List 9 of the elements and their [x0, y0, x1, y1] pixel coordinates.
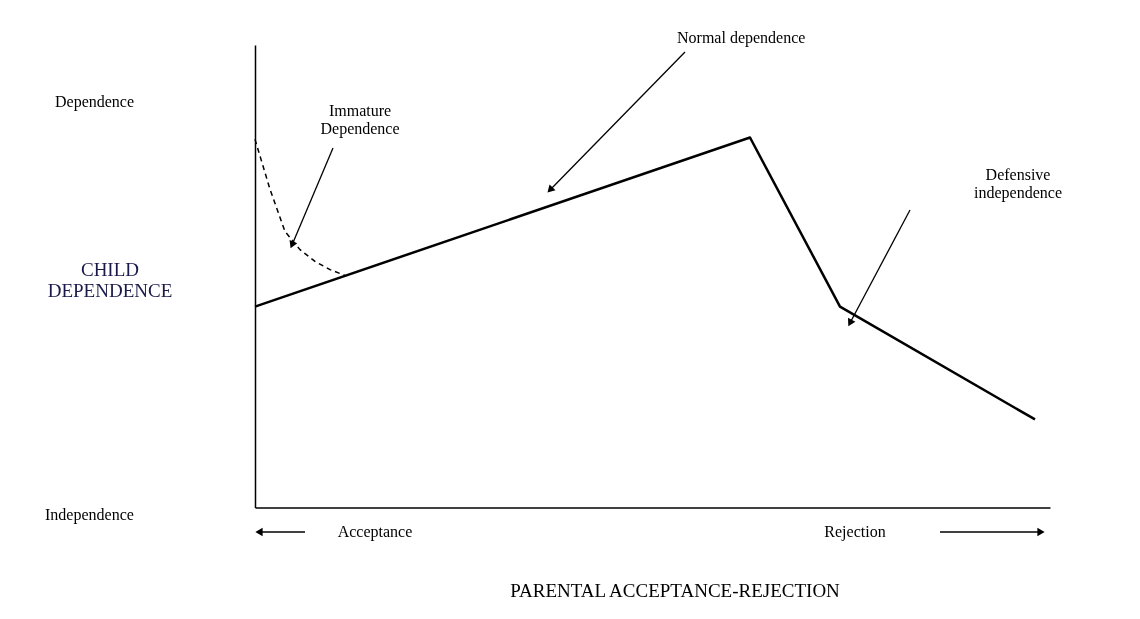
text: Dependence — [55, 93, 135, 111]
text: Immature Dependence — [320, 102, 400, 138]
text: Normal dependence — [677, 29, 806, 47]
y-axis-title: CHILD DEPENDENCE — [47, 259, 173, 301]
text: Independence — [45, 506, 134, 524]
text: Rejection — [824, 523, 886, 541]
x-axis-title: PARENTAL ACCEPTANCE-REJECTION — [510, 580, 841, 601]
text: Acceptance — [337, 523, 413, 541]
annotation: Defensive independence — [974, 166, 1062, 202]
